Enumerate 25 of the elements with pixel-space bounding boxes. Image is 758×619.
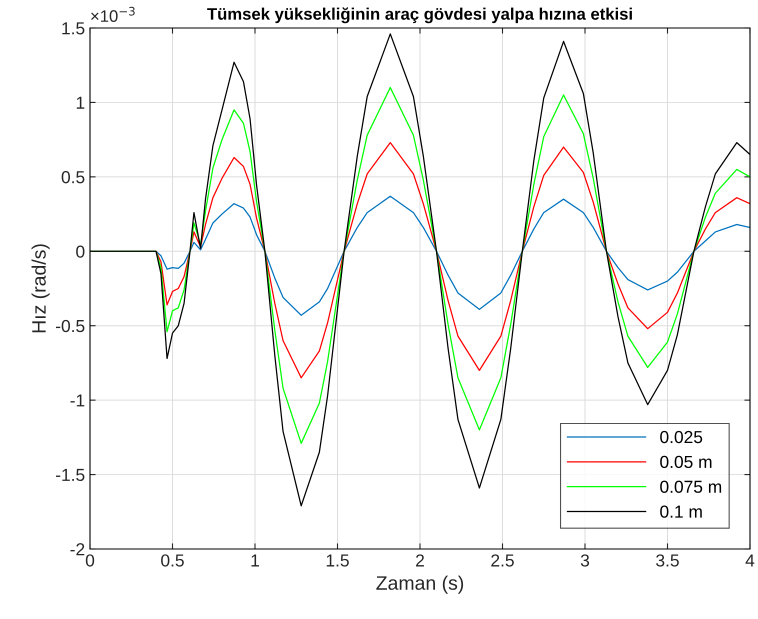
x-tick-label: 2.5: [491, 554, 514, 567]
legend-label: 0.05 m: [660, 456, 712, 468]
y-tick-label: 1: [76, 96, 84, 109]
x-tick-label: 1: [251, 554, 259, 566]
legend-label: 0.1 m: [660, 505, 702, 518]
y-tick-label: -2: [70, 543, 84, 556]
y-tick-label: -0.5: [56, 320, 84, 332]
legend-label: 0.025: [660, 430, 702, 444]
y-axis-title: Hız (rad/s): [32, 244, 50, 332]
x-tick-label: 2: [416, 554, 424, 566]
legend-label: 0.075 m: [660, 480, 722, 493]
x-tick-label: 3.5: [656, 554, 679, 567]
x-axis-title: Zaman (s): [376, 576, 464, 594]
y-tick-label: 0: [76, 245, 84, 258]
text: ×10$^{−3}$: [91, 6, 135, 22]
x-tick-label: 0.5: [161, 554, 184, 567]
y-tick-label: 1.5: [62, 22, 84, 34]
y-tick-label: -1.5: [56, 468, 84, 482]
y-tick-label: 0.5: [62, 171, 84, 184]
x-tick-label: 4: [746, 554, 754, 566]
x-tick-label: 3: [580, 554, 590, 567]
y-tick-label: -1: [70, 394, 84, 406]
x-tick-label: 1.5: [326, 554, 349, 567]
x-tick-label: 0: [86, 554, 94, 567]
chart-title: Tümsek yüksekliğinin araç gövdesi yalpa hızına etkisi: [207, 7, 632, 24]
